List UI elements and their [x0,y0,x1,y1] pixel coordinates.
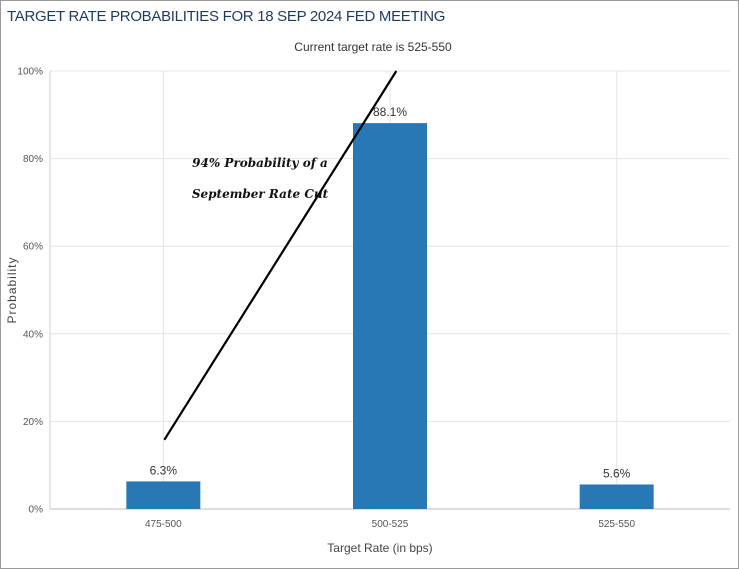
y-tick-label: 20% [23,417,43,428]
x-tick-label: 500-525 [372,519,409,530]
chart-subtitle: Current target rate is 525-550 [294,40,452,54]
annotation-text: September Rate Cut [192,187,329,201]
y-tick-label: 60% [23,242,43,253]
y-tick-label: 0% [29,505,44,516]
bar-475-500 [126,481,201,509]
data-label: 5.6% [603,466,631,480]
bar-525-550 [579,484,654,509]
x-tick-label: 475-500 [145,519,182,530]
x-tick-label: 525-550 [598,519,635,530]
chart-title: TARGET RATE PROBABILITIES FOR 18 SEP 202… [7,8,446,25]
data-label: 6.3% [150,463,178,477]
data-label: 88.1% [373,105,407,119]
annotation-arrow [163,70,398,441]
y-tick-label: 40% [23,329,43,340]
x-axis-title: Target Rate (in bps) [327,541,432,555]
annotation-text: 94% Probability of a [192,156,328,170]
y-tick-label: 100% [17,67,43,78]
y-axis-title: Probability [5,256,19,323]
y-tick-label: 80% [23,154,43,165]
bar-500-525 [353,123,427,509]
